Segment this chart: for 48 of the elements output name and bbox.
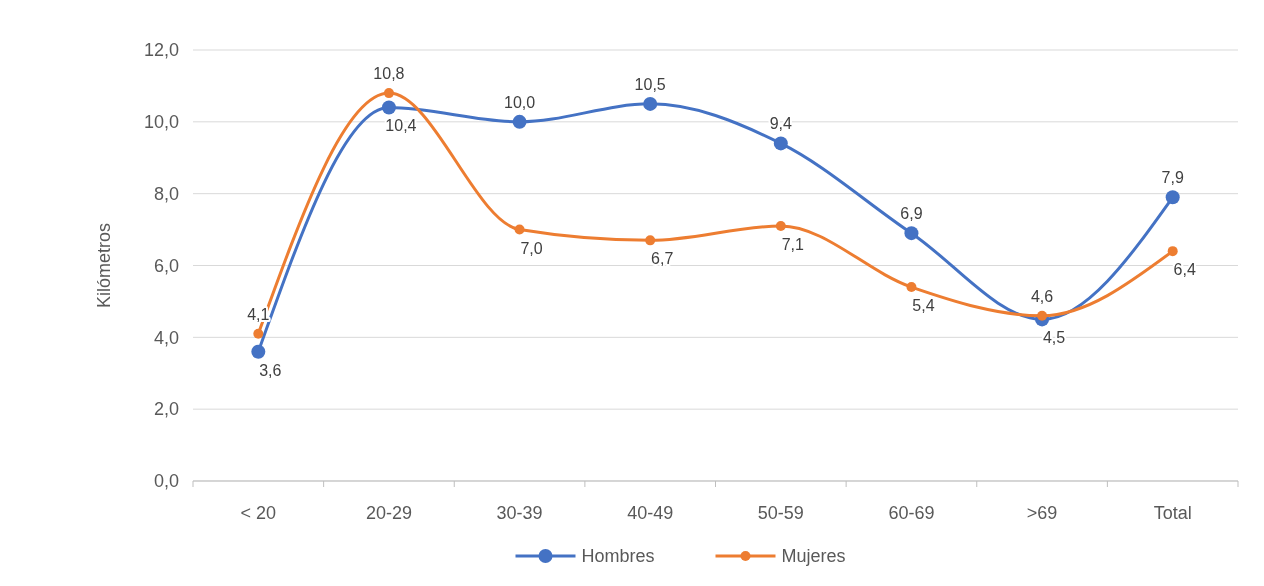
data-label: 10,4 <box>385 117 417 135</box>
data-label: 10,5 <box>634 75 666 93</box>
point <box>383 88 394 99</box>
point <box>775 220 786 231</box>
point <box>251 344 266 359</box>
point <box>773 136 788 151</box>
data-label: 9,4 <box>769 115 793 133</box>
legend-label: Mujeres <box>781 546 846 567</box>
x-tick-label: < 20 <box>240 503 277 523</box>
point <box>253 328 264 339</box>
data-label: 10,0 <box>503 93 536 111</box>
y-tick-label: 6,0 <box>153 255 179 276</box>
y-axis-title: Kilómetros <box>94 222 114 309</box>
x-tick-label: Total <box>1153 503 1192 523</box>
x-tick-label: >69 <box>1026 503 1058 523</box>
data-label: 4,5 <box>1042 329 1066 347</box>
x-tick-label: 20-29 <box>365 503 412 523</box>
data-label: 6,7 <box>651 250 674 268</box>
y-tick-label: 4,0 <box>153 327 179 348</box>
point <box>645 235 656 246</box>
data-label: 7,0 <box>520 239 543 257</box>
data-label: 6,4 <box>1173 261 1196 279</box>
data-label: 6,9 <box>900 205 923 223</box>
point <box>906 282 917 293</box>
point <box>1167 246 1178 257</box>
legend-label: Hombres <box>581 546 655 567</box>
y-tick-label: 8,0 <box>153 183 179 204</box>
x-tick-label: 50-59 <box>757 503 804 523</box>
point <box>1165 190 1180 205</box>
data-label: 7,1 <box>781 235 805 253</box>
x-tick-label: 60-69 <box>888 503 935 523</box>
x-tick-label: 40-49 <box>627 503 674 523</box>
data-label: 5,4 <box>912 297 935 315</box>
data-label: 4,6 <box>1030 287 1054 305</box>
point <box>381 100 396 115</box>
point <box>514 224 525 235</box>
data-label: 10,8 <box>373 65 405 83</box>
y-tick-label: 0,0 <box>153 471 179 492</box>
y-tick-label: 2,0 <box>153 399 179 420</box>
point <box>904 226 919 241</box>
point <box>512 114 527 129</box>
y-tick-label: 12,0 <box>143 40 179 61</box>
y-tick-label: 10,0 <box>143 112 179 133</box>
data-label: 3,6 <box>259 361 282 379</box>
data-label: 7,9 <box>1161 169 1184 187</box>
point <box>1037 310 1048 321</box>
x-tick-label: 30-39 <box>496 503 543 523</box>
point <box>643 96 658 111</box>
